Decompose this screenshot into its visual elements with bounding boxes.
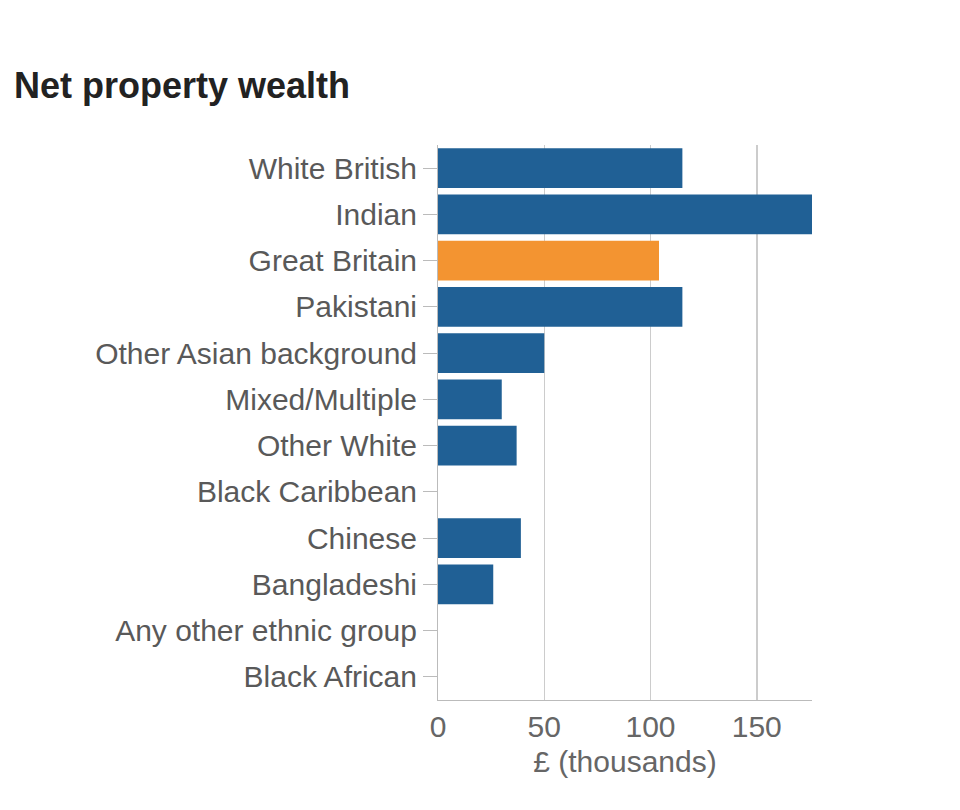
svg-text:Bangladeshi: Bangladeshi	[252, 568, 417, 601]
svg-text:Net property wealth: Net property wealth	[14, 65, 350, 106]
svg-text:£ (thousands): £ (thousands)	[533, 745, 716, 778]
svg-text:Other Asian background: Other Asian background	[95, 337, 417, 370]
svg-text:Pakistani: Pakistani	[295, 290, 417, 323]
svg-text:Black African: Black African	[244, 660, 417, 693]
svg-text:Mixed/Multiple: Mixed/Multiple	[225, 383, 417, 416]
svg-text:Indian: Indian	[335, 198, 417, 231]
svg-text:0: 0	[430, 710, 447, 743]
svg-text:150: 150	[732, 710, 782, 743]
svg-text:White British: White British	[249, 152, 417, 185]
svg-text:Other White: Other White	[257, 429, 417, 462]
svg-text:100: 100	[625, 710, 675, 743]
svg-text:Chinese: Chinese	[307, 522, 417, 555]
svg-text:Black Caribbean: Black Caribbean	[197, 475, 417, 508]
svg-text:Great Britain: Great Britain	[249, 244, 417, 277]
svg-text:50: 50	[528, 710, 561, 743]
svg-text:Any other ethnic group: Any other ethnic group	[115, 614, 417, 647]
